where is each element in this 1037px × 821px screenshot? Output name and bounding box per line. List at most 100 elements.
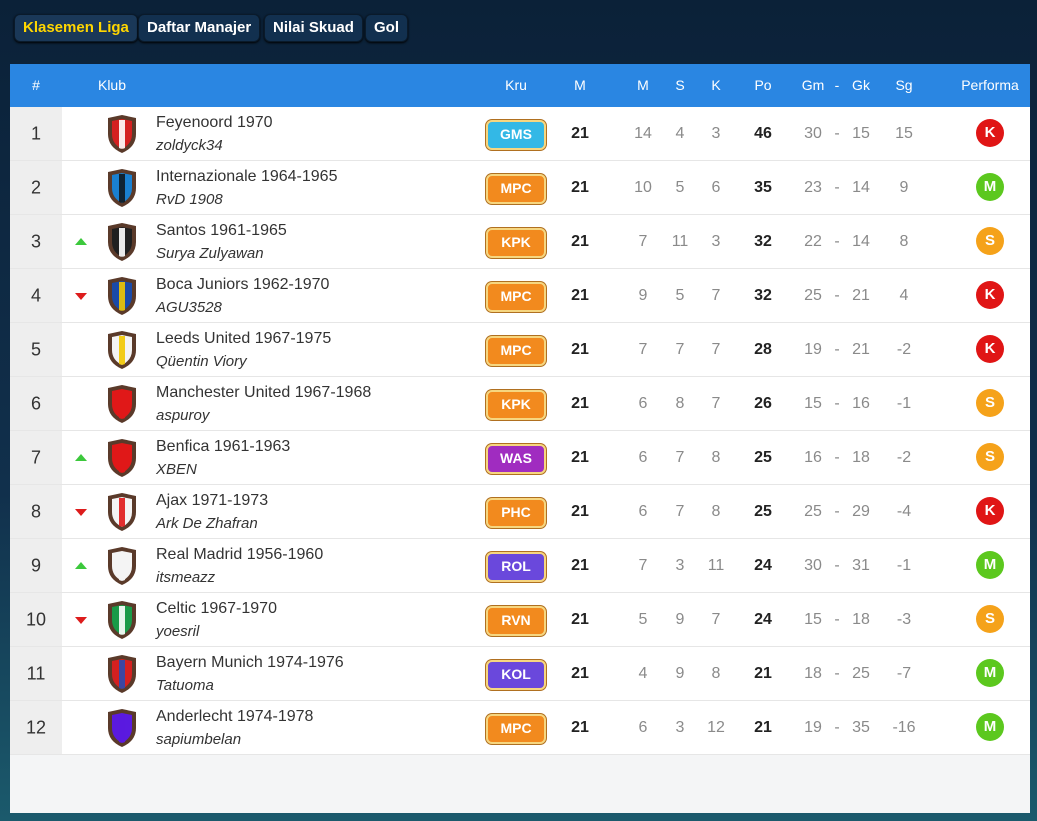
stat: 22 bbox=[804, 233, 822, 250]
trend-up bbox=[75, 454, 87, 461]
stat: 14 bbox=[634, 125, 652, 142]
stat: 15 bbox=[804, 611, 822, 628]
stat: 21 bbox=[852, 287, 870, 304]
table-row: 3 Santos 1961-1965 Surya Zulyawan KPK 21 7 11 3… bbox=[10, 215, 1030, 269]
club-name: Bayern Munich 1974-1976 bbox=[156, 654, 344, 671]
stat: 21 bbox=[754, 719, 772, 736]
kru-badge: WAS bbox=[486, 444, 546, 474]
stat: 21 bbox=[571, 233, 589, 250]
performance-badge: M bbox=[976, 713, 1004, 741]
stat: -4 bbox=[896, 503, 912, 520]
stat: 28 bbox=[754, 341, 772, 358]
tab[interactable]: Nilai Skuad bbox=[264, 14, 363, 42]
standings-table: # Klub Kru M M S K Po Gm - Gk Sg Performa 1 Feyenoord… bbox=[10, 64, 1030, 813]
stat: 21 bbox=[571, 341, 589, 358]
stat: 9 bbox=[899, 179, 909, 196]
stat: 7 bbox=[711, 287, 721, 304]
stat: 4 bbox=[638, 665, 648, 682]
goal-separator: - bbox=[834, 665, 840, 682]
goal-separator: - bbox=[834, 341, 840, 358]
stat: 7 bbox=[675, 341, 685, 358]
stat: 5 bbox=[675, 287, 685, 304]
table-row: 9 Real Madrid 1956-1960 itsmeazz ROL 21 7 3 11 2… bbox=[10, 539, 1030, 593]
rank: 4 bbox=[30, 285, 42, 306]
kru-badge: MPC bbox=[486, 282, 546, 312]
tab[interactable]: Gol bbox=[365, 14, 408, 42]
club-name: Ajax 1971-1973 bbox=[156, 492, 269, 509]
stat: -2 bbox=[896, 341, 912, 358]
manager-name: AGU3528 bbox=[156, 299, 222, 316]
performance-badge: S bbox=[976, 605, 1004, 633]
performance-badge: M bbox=[976, 551, 1004, 579]
table-row: 1 Feyenoord 1970 zoldyck34 GMS 21 14 4 3 46 30 15 1… bbox=[10, 107, 1030, 161]
club-name: Boca Juniors 1962-1970 bbox=[156, 276, 330, 293]
rank-cell bbox=[10, 647, 62, 700]
stat: 35 bbox=[852, 719, 870, 736]
stat: 21 bbox=[571, 503, 589, 520]
rank: 6 bbox=[30, 393, 42, 414]
kru-badge: MPC bbox=[486, 336, 546, 366]
stat: 4 bbox=[899, 287, 909, 304]
stat: 25 bbox=[852, 665, 870, 682]
stat: 32 bbox=[754, 287, 772, 304]
stat: -2 bbox=[896, 449, 912, 466]
tab[interactable]: Daftar Manajer bbox=[138, 14, 261, 42]
stat: 26 bbox=[754, 395, 772, 412]
club-crest bbox=[108, 601, 136, 639]
stat: -1 bbox=[896, 395, 912, 412]
rank: 1 bbox=[30, 123, 42, 144]
goal-separator: - bbox=[834, 233, 840, 250]
kru-badge: GMS bbox=[486, 120, 546, 150]
kru-badge: KPK bbox=[486, 228, 546, 258]
rank: 12 bbox=[25, 717, 47, 738]
stat: 31 bbox=[852, 557, 870, 574]
stat: 46 bbox=[754, 125, 772, 142]
stat: 3 bbox=[711, 233, 721, 250]
rank: 2 bbox=[30, 177, 42, 198]
table-row: 4 Boca Juniors 1962-1970 AGU3528 MPC 21 9 5 7 32… bbox=[10, 269, 1030, 323]
performance-badge: K bbox=[976, 497, 1004, 525]
performance-badge: K bbox=[976, 281, 1004, 309]
stat: 21 bbox=[571, 665, 589, 682]
stat: 21 bbox=[571, 125, 589, 142]
rank-cell bbox=[10, 215, 62, 268]
stat: 21 bbox=[571, 287, 589, 304]
column-header: S bbox=[675, 77, 685, 93]
kru-badge: KOL bbox=[486, 660, 546, 690]
stat: 15 bbox=[852, 125, 870, 142]
club-crest bbox=[108, 709, 136, 747]
rank-cell bbox=[10, 161, 62, 214]
stat: 21 bbox=[571, 395, 589, 412]
rank: 9 bbox=[30, 555, 42, 576]
stat: 6 bbox=[638, 719, 648, 736]
club-crest bbox=[108, 493, 136, 531]
club-crest bbox=[108, 223, 136, 261]
stat: 9 bbox=[675, 611, 685, 628]
rank-cell bbox=[10, 431, 62, 484]
table-row: 12 Anderlecht 1974-1978 sapiumbelan MPC 21 6 3… bbox=[10, 701, 1030, 755]
stat: 21 bbox=[852, 341, 870, 358]
column-header: Po bbox=[754, 77, 772, 93]
stat: 7 bbox=[711, 341, 721, 358]
stat: 7 bbox=[711, 395, 721, 412]
club-name: Celtic 1967-1970 bbox=[156, 600, 277, 617]
tab[interactable]: Klasemen Liga bbox=[14, 14, 138, 42]
table-row: 8 Ajax 1971-1973 Ark De Zhafran PHC 21 6 7 8 25 2… bbox=[10, 485, 1030, 539]
rank-cell bbox=[10, 377, 62, 430]
stat: 24 bbox=[754, 557, 772, 574]
stat: 8 bbox=[711, 449, 721, 466]
stat: 24 bbox=[754, 611, 772, 628]
manager-name: RvD 1908 bbox=[156, 191, 223, 208]
stat: 7 bbox=[675, 449, 685, 466]
club-crest bbox=[108, 169, 136, 207]
stat: 21 bbox=[571, 719, 589, 736]
stat: 25 bbox=[754, 503, 772, 520]
goal-separator: - bbox=[834, 719, 840, 736]
stat: 21 bbox=[571, 449, 589, 466]
column-header: Kru bbox=[505, 77, 527, 93]
rank: 11 bbox=[26, 663, 46, 684]
club-name: Manchester United 1967-1968 bbox=[156, 384, 372, 401]
rank-cell bbox=[10, 701, 62, 754]
stat: 7 bbox=[638, 341, 648, 358]
stat: 19 bbox=[804, 719, 822, 736]
